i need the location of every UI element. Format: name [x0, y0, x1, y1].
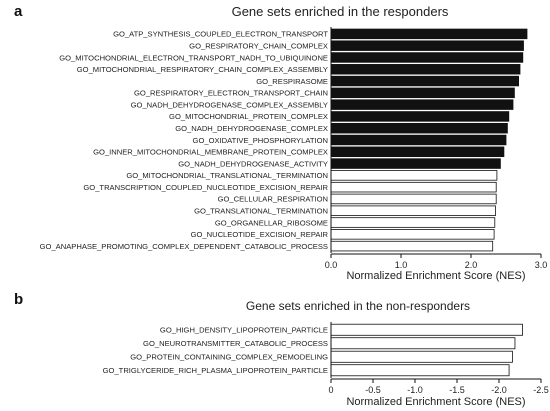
bar: [330, 134, 507, 146]
category-label: GO_RESPIRATORY_ELECTRON_TRANSPORT_CHAIN: [134, 89, 328, 98]
bar: [330, 146, 505, 158]
x-tick-label: -1.5: [449, 385, 465, 395]
bar: [330, 111, 510, 122]
bar: [330, 229, 495, 240]
bar: [330, 170, 498, 181]
bar: [330, 364, 510, 377]
bar: [330, 40, 524, 51]
category-label: GO_ATP_SYNTHESIS_COUPLED_ELECTRON_TRANSP…: [113, 30, 328, 39]
bar: [330, 158, 501, 169]
panel-a-plot: GO_ATP_SYNTHESIS_COUPLED_ELECTRON_TRANSP…: [40, 27, 548, 270]
category-label: GO_NADH_DEHYDROGENASE_COMPLEX: [175, 124, 328, 133]
bar: [330, 181, 497, 193]
category-label: GO_ORGANELLAR_RIBOSOME: [215, 218, 328, 227]
category-label: GO_RESPIRASOME: [256, 77, 328, 86]
bar: [330, 193, 497, 205]
category-label: GO_TRANSLATIONAL_TERMINATION: [194, 207, 328, 216]
panel-b-plot: GO_HIGH_DENSITY_LIPOPROTEIN_PARTICLE GO_N…: [103, 322, 549, 395]
panel-b-title: Gene sets enriched in the non-responders: [246, 299, 470, 313]
category-label: GO_PROTEIN_CONTAINING_COMPLEX_REMODELING: [130, 353, 328, 362]
bar: [330, 205, 496, 216]
bar: [330, 122, 508, 134]
category-label: GO_MITOCHONDRIAL_PROTEIN_COMPLEX: [169, 112, 328, 121]
x-tick-label: 0.0: [325, 260, 338, 270]
category-label: GO_MITOCHONDRIAL_RESPIRATORY_CHAIN_COMPL…: [77, 65, 328, 74]
category-label: GO_TRIGLYCERIDE_RICH_PLASMA_LIPOPROTEIN_…: [103, 366, 328, 375]
category-label: GO_RESPIRATORY_CHAIN_COMPLEX: [189, 41, 328, 50]
bar: [330, 240, 494, 252]
bar: [330, 28, 528, 40]
bar: [330, 64, 521, 75]
bar: [330, 350, 513, 363]
x-tick-label: 3.0: [535, 260, 548, 270]
bar: [330, 217, 496, 228]
category-label: GO_NADH_DEHYDROGENASE_COMPLEX_ASSEMBLY: [131, 100, 328, 109]
category-label: GO_NEUROTRANSMITTER_CATABOLIC_PROCESS: [143, 339, 328, 348]
bar: [330, 52, 524, 63]
category-label: GO_CELLULAR_RESPIRATION: [218, 195, 328, 204]
bar: [330, 99, 514, 110]
category-label: GO_NUCLEOTIDE_EXCISION_REPAIR: [191, 230, 329, 239]
category-label: GO_MITOCHONDRIAL_ELECTRON_TRANSPORT_NADH…: [59, 53, 328, 62]
bar: [330, 75, 520, 87]
category-label: GO_MITOCHONDRIAL_TRANSLATIONAL_TERMINATI…: [126, 171, 328, 180]
x-tick-label: -0.5: [365, 385, 381, 395]
panel-a-x-axis-label: Normalized Enrichment Score (NES): [346, 270, 525, 282]
x-tick-label: -1.0: [407, 385, 423, 395]
panel-a-title: Gene sets enriched in the responders: [232, 4, 449, 19]
x-tick-label: 2.0: [465, 260, 478, 270]
panel-a-label: a: [14, 3, 23, 20]
bar: [330, 323, 523, 336]
x-tick-label: 0: [328, 385, 333, 395]
category-label: GO_NADH_DEHYDROGENASE_ACTIVITY: [178, 159, 328, 168]
x-tick-label: -2.0: [491, 385, 507, 395]
bar: [330, 337, 516, 350]
panel-b-label: b: [14, 291, 23, 308]
category-label: GO_OXIDATIVE_PHOSPHORYLATION: [193, 136, 328, 145]
category-label: GO_TRANSCRIPTION_COUPLED_NUCLEOTIDE_EXCI…: [83, 183, 328, 192]
category-label: GO_INNER_MITOCHONDRIAL_MEMBRANE_PROTEIN_…: [93, 148, 328, 157]
x-tick-label: -2.5: [533, 385, 549, 395]
x-tick-label: 1.0: [395, 260, 408, 270]
panel-b-x-axis-label: Normalized Enrichment Score (NES): [346, 396, 525, 408]
category-label: GO_ANAPHASE_PROMOTING_COMPLEX_DEPENDENT_…: [40, 242, 328, 251]
category-label: GO_HIGH_DENSITY_LIPOPROTEIN_PARTICLE: [160, 326, 328, 335]
bar: [330, 87, 515, 99]
